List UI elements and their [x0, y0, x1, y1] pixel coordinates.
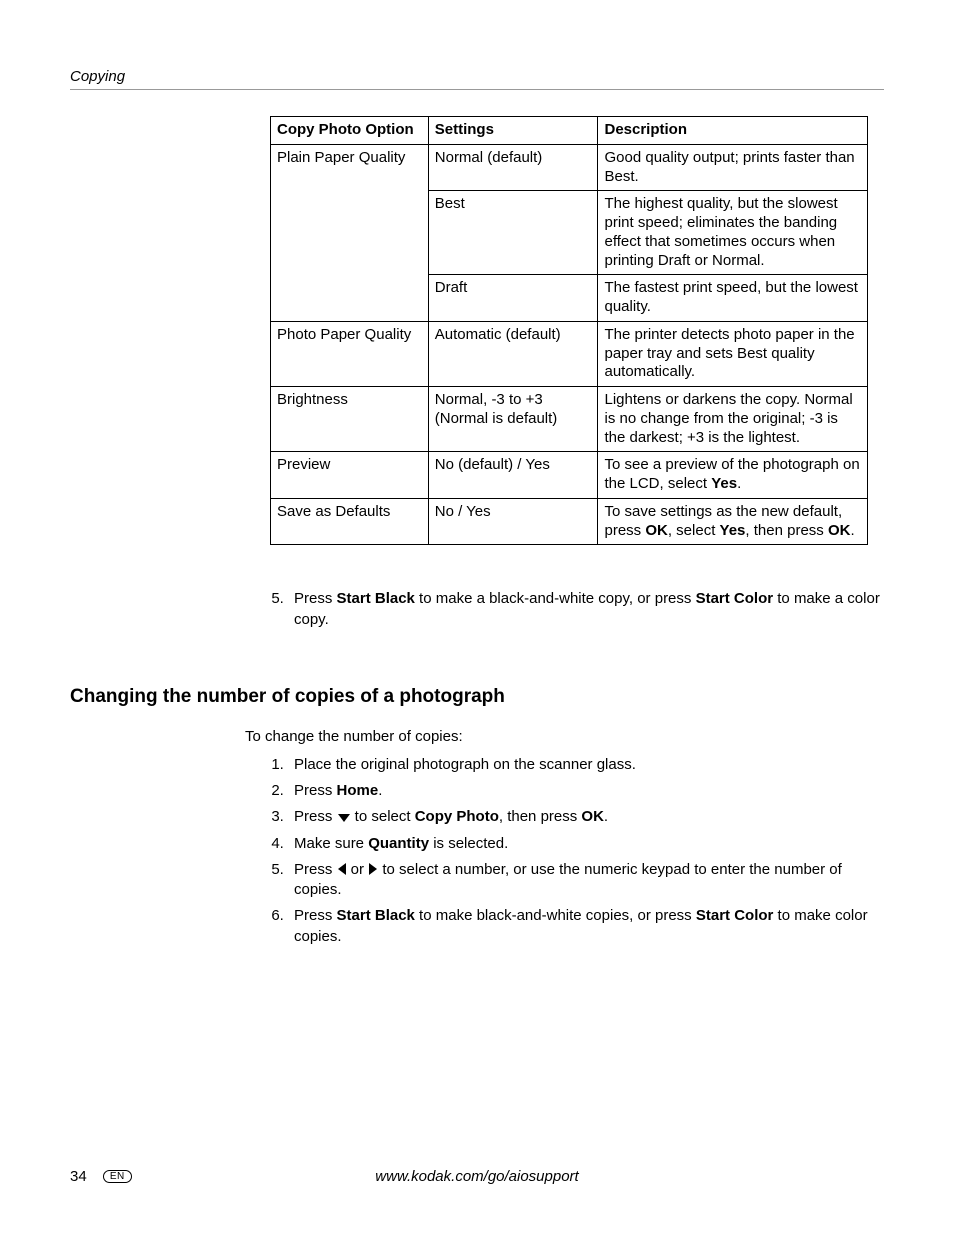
table-header-settings: Settings — [428, 117, 598, 145]
steps-block: Place the original photograph on the sca… — [270, 755, 884, 947]
cell-desc: Lightens or darkens the copy. Normal is … — [598, 387, 868, 452]
arrow-left-icon — [337, 862, 347, 876]
list-item: Press or to select a number, or use the … — [288, 860, 884, 901]
page-footer: 34 EN www.kodak.com/go/aiosupport — [70, 1168, 884, 1185]
step-text: or — [347, 861, 369, 878]
desc-text: , select — [668, 522, 720, 539]
desc-bold: Yes — [711, 475, 737, 492]
list-item: Press Start Black to make black-and-whit… — [288, 906, 884, 947]
cell-setting: Draft — [428, 275, 598, 322]
cell-setting: No (default) / Yes — [428, 452, 598, 499]
desc-text: . — [850, 522, 854, 539]
table-row: Preview No (default) / Yes To see a prev… — [271, 452, 868, 499]
desc-bold: OK — [645, 522, 668, 539]
desc-text: . — [737, 475, 741, 492]
continuation-step: Press Start Black to make a black-and-wh… — [270, 589, 884, 630]
desc-bold: OK — [828, 522, 851, 539]
step-text: . — [378, 782, 382, 799]
list-item: Press Start Black to make a black-and-wh… — [288, 589, 884, 630]
cell-setting: No / Yes — [428, 498, 598, 545]
cell-desc: To see a preview of the photograph on th… — [598, 452, 868, 499]
step-text: to make a black-and-white copy, or press — [415, 590, 696, 607]
list-item: Make sure Quantity is selected. — [288, 834, 884, 854]
desc-bold: Yes — [720, 522, 746, 539]
step-bold: Quantity — [368, 835, 429, 852]
step-text: Press — [294, 907, 337, 924]
cell-setting: Normal, -3 to +3 (Normal is default) — [428, 387, 598, 452]
step-text: Make sure — [294, 835, 368, 852]
table-row: Photo Paper Quality Automatic (default) … — [271, 321, 868, 386]
section-heading: Changing the number of copies of a photo… — [70, 686, 884, 708]
step-bold: Start Color — [696, 590, 774, 607]
step-bold: Home — [337, 782, 379, 799]
step-bold: Copy Photo — [415, 808, 499, 825]
list-item: Place the original photograph on the sca… — [288, 755, 884, 775]
cell-option: Brightness — [271, 387, 429, 452]
step-text: Press — [294, 782, 337, 799]
footer-url: www.kodak.com/go/aiosupport — [70, 1168, 884, 1185]
list-item: Press to select Copy Photo, then press O… — [288, 807, 884, 827]
step-text: . — [604, 808, 608, 825]
cell-option: Photo Paper Quality — [271, 321, 429, 386]
cell-option: Save as Defaults — [271, 498, 429, 545]
step-bold: Start Color — [696, 907, 774, 924]
step-text: is selected. — [429, 835, 508, 852]
cell-setting: Best — [428, 191, 598, 275]
cell-option: Preview — [271, 452, 429, 499]
arrow-down-icon — [337, 813, 351, 823]
step-text: to select — [351, 808, 415, 825]
copy-photo-options-table: Copy Photo Option Settings Description P… — [270, 116, 868, 545]
cell-desc: The printer detects photo paper in the p… — [598, 321, 868, 386]
step-text: Place the original photograph on the sca… — [294, 756, 636, 773]
table-row: Save as Defaults No / Yes To save settin… — [271, 498, 868, 545]
list-item: Press Home. — [288, 781, 884, 801]
step-text: to make black-and-white copies, or press — [415, 907, 696, 924]
arrow-right-icon — [368, 862, 378, 876]
cell-desc: To save settings as the new default, pre… — [598, 498, 868, 545]
step-bold: Start Black — [337, 590, 415, 607]
section-intro: To change the number of copies: — [245, 728, 884, 745]
cell-desc: Good quality output; prints faster than … — [598, 144, 868, 191]
step-text: , then press — [499, 808, 582, 825]
cell-desc: The highest quality, but the slowest pri… — [598, 191, 868, 275]
table-header-option: Copy Photo Option — [271, 117, 429, 145]
table-row: Brightness Normal, -3 to +3 (Normal is d… — [271, 387, 868, 452]
step-bold: Start Black — [337, 907, 415, 924]
cell-setting: Normal (default) — [428, 144, 598, 191]
cell-setting: Automatic (default) — [428, 321, 598, 386]
table-row: Plain Paper Quality Normal (default) Goo… — [271, 144, 868, 191]
step-text: Press — [294, 590, 337, 607]
running-head: Copying — [70, 68, 884, 90]
table-header-description: Description — [598, 117, 868, 145]
step-text: Press — [294, 861, 337, 878]
desc-text: , then press — [745, 522, 828, 539]
step-bold: OK — [581, 808, 604, 825]
cell-desc: The fastest print speed, but the lowest … — [598, 275, 868, 322]
step-text: Press — [294, 808, 337, 825]
cell-option: Plain Paper Quality — [271, 144, 429, 321]
